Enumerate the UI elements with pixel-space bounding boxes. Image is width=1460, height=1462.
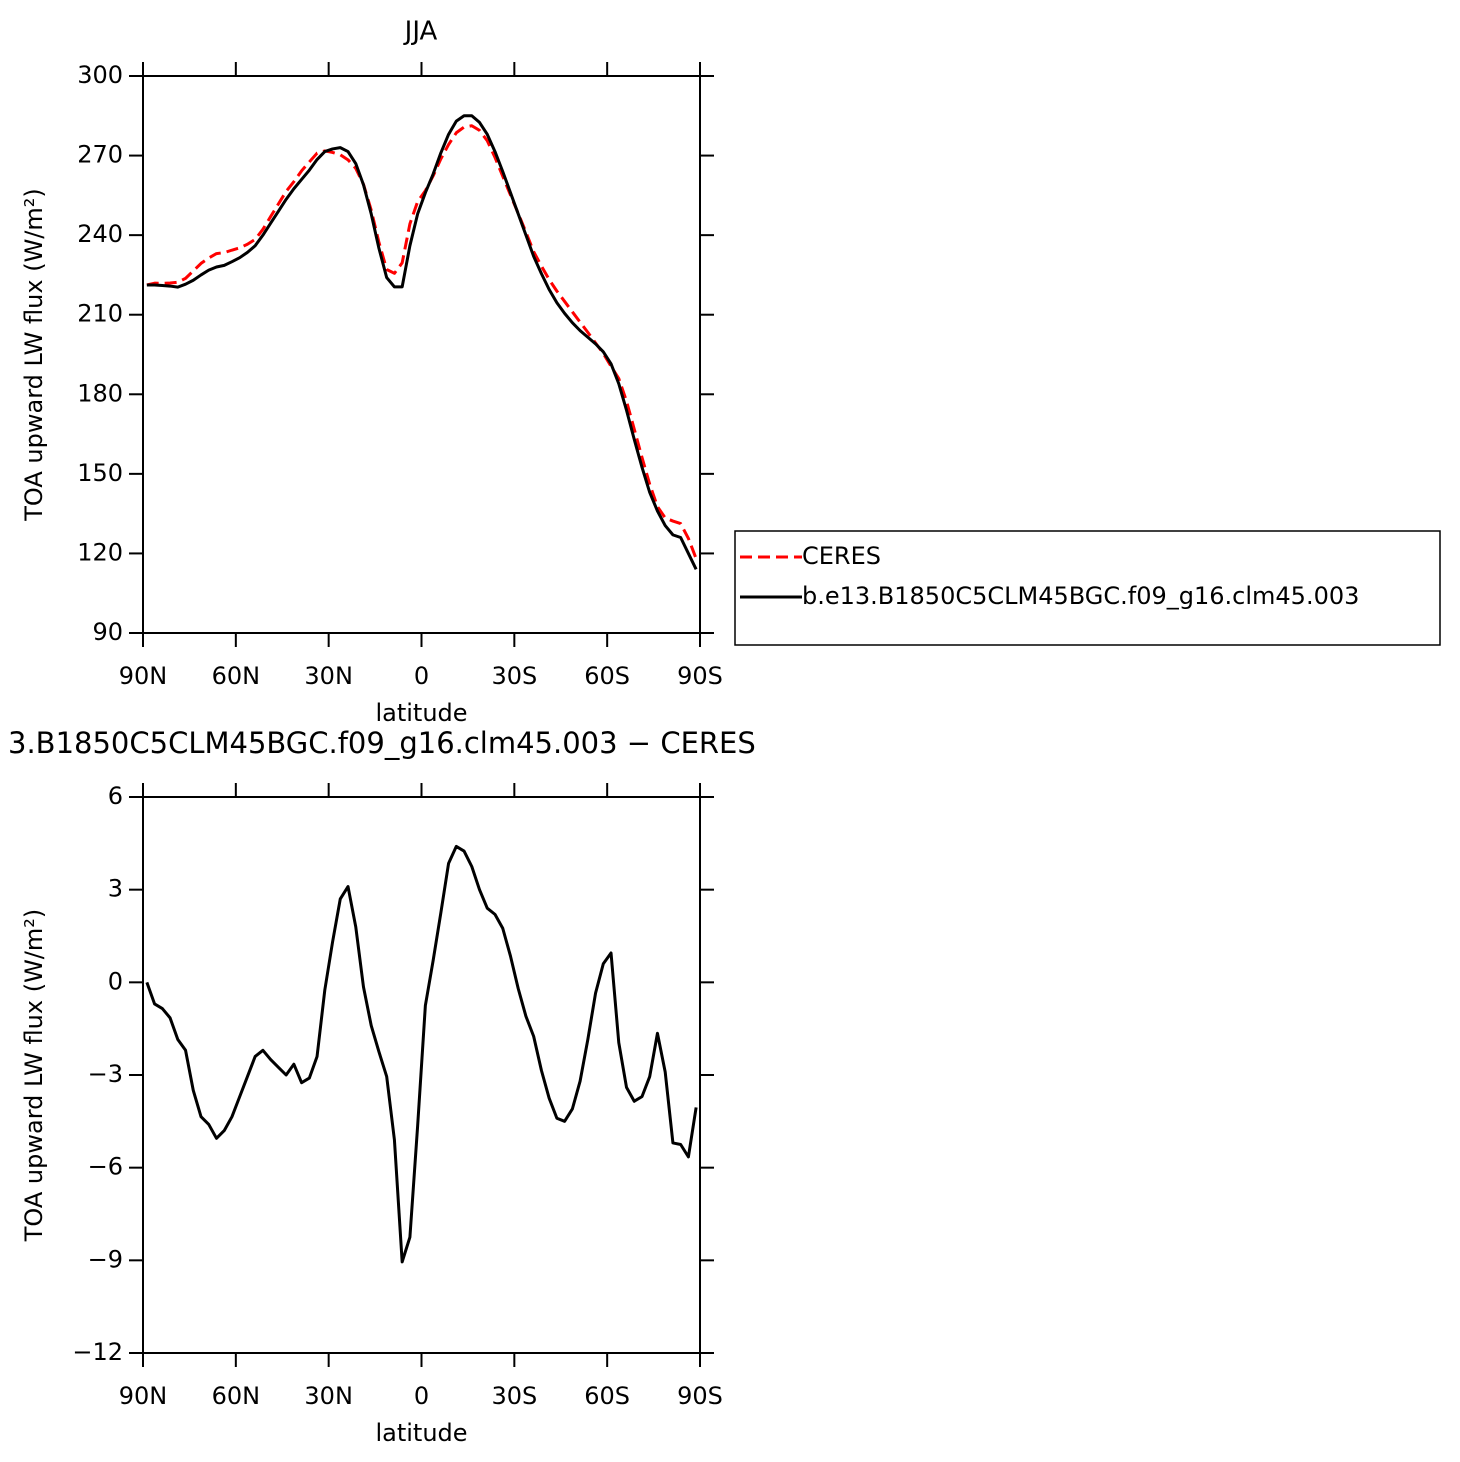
- y-tick-label: 120: [77, 538, 123, 566]
- y-tick-label: 300: [77, 61, 123, 89]
- x-tick-label: 60S: [584, 662, 630, 690]
- x-tick-label: 30S: [491, 1382, 537, 1410]
- y-tick-label: 210: [77, 300, 123, 328]
- x-tick-label: 90N: [119, 1382, 168, 1410]
- x-tick-label: 60S: [584, 1382, 630, 1410]
- y-tick-label: −12: [72, 1338, 123, 1366]
- y-axis-label: TOA upward LW flux (W/m²): [20, 909, 48, 1243]
- x-axis-label: latitude: [375, 699, 467, 727]
- y-tick-label: 90: [92, 618, 123, 646]
- y-tick-label: −3: [88, 1060, 123, 1088]
- y-axis-label: TOA upward LW flux (W/m²): [20, 188, 48, 522]
- y-tick-label: −6: [88, 1153, 123, 1181]
- x-tick-label: 90S: [677, 1382, 723, 1410]
- chart-title: JJA: [403, 17, 438, 47]
- y-tick-label: 0: [108, 967, 123, 995]
- x-tick-label: 60N: [212, 662, 261, 690]
- y-tick-label: 240: [77, 220, 123, 248]
- data-line: [145, 844, 698, 1264]
- legend-label: b.e13.B1850C5CLM45BGC.f09_g16.clm45.003: [802, 582, 1359, 610]
- x-tick-label: 30N: [304, 1382, 353, 1410]
- y-tick-label: 6: [108, 782, 123, 810]
- y-tick-label: −9: [88, 1245, 123, 1273]
- x-axis-label: latitude: [375, 1419, 467, 1447]
- x-tick-label: 30N: [304, 662, 353, 690]
- legend-label: CERES: [802, 542, 881, 570]
- x-tick-label: 30S: [491, 662, 537, 690]
- x-tick-label: 0: [414, 662, 429, 690]
- data-line: [146, 114, 698, 570]
- y-tick-label: 270: [77, 141, 123, 169]
- x-tick-label: 90N: [119, 662, 168, 690]
- y-tick-label: 150: [77, 459, 123, 487]
- x-tick-label: 0: [414, 1382, 429, 1410]
- legend-box: [734, 530, 1441, 646]
- y-tick-label: 180: [77, 379, 123, 407]
- chart-title: 3.B1850C5CLM45BGC.f09_g16.clm45.003 − CE…: [8, 726, 756, 760]
- data-line: [146, 124, 698, 560]
- x-tick-label: 60N: [212, 1382, 261, 1410]
- x-tick-label: 90S: [677, 662, 723, 690]
- y-tick-label: 3: [108, 875, 123, 903]
- plot-frame: [142, 75, 701, 634]
